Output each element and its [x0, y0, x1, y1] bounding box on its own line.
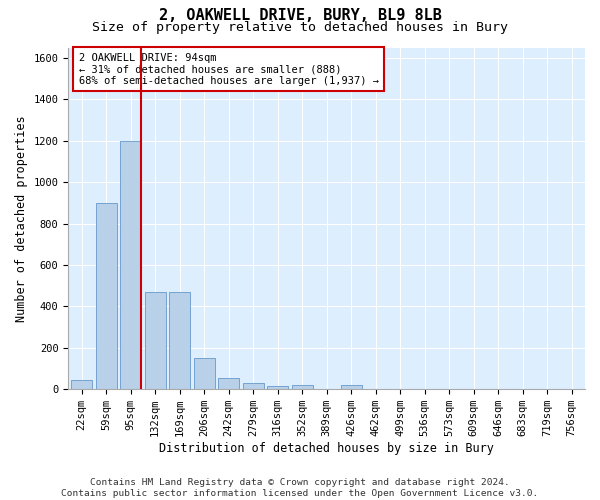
Bar — [121, 140, 141, 389]
Bar — [96, 203, 116, 389]
Bar — [71, 380, 92, 389]
Text: Size of property relative to detached houses in Bury: Size of property relative to detached ho… — [92, 21, 508, 34]
Y-axis label: Number of detached properties: Number of detached properties — [15, 115, 28, 322]
Bar — [169, 292, 190, 389]
Bar — [243, 383, 263, 389]
Bar — [145, 292, 166, 389]
Bar — [194, 358, 215, 389]
Bar — [218, 378, 239, 389]
Bar — [292, 385, 313, 389]
Bar — [341, 385, 362, 389]
Text: Contains HM Land Registry data © Crown copyright and database right 2024.
Contai: Contains HM Land Registry data © Crown c… — [61, 478, 539, 498]
X-axis label: Distribution of detached houses by size in Bury: Distribution of detached houses by size … — [159, 442, 494, 455]
Bar — [267, 386, 288, 389]
Text: 2, OAKWELL DRIVE, BURY, BL9 8LB: 2, OAKWELL DRIVE, BURY, BL9 8LB — [158, 8, 442, 22]
Text: 2 OAKWELL DRIVE: 94sqm
← 31% of detached houses are smaller (888)
68% of semi-de: 2 OAKWELL DRIVE: 94sqm ← 31% of detached… — [79, 52, 379, 86]
